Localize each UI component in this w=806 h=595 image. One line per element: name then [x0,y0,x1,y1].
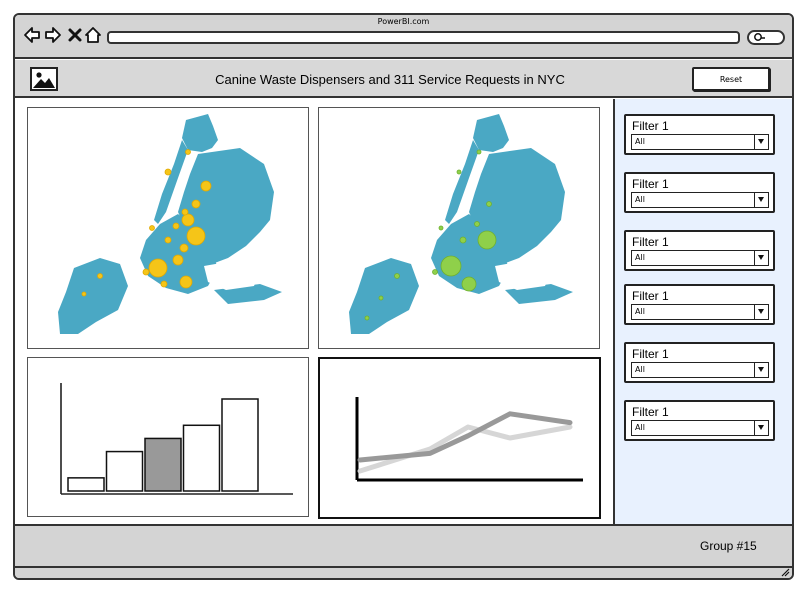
bar-chart-panel [27,357,309,517]
series-line[interactable] [357,411,573,463]
filter-value: All [635,195,645,204]
filter-value: All [635,253,645,262]
page-title: Canine Waste Dispensers and 311 Service … [215,72,565,87]
filter-card: Filter 1 All [624,114,775,155]
series-line[interactable] [357,424,573,474]
waste-dispensers-map-panel [27,107,309,349]
line-chart-panel [318,357,601,519]
filter-dropdown[interactable]: All [631,304,769,320]
filter-label: Filter 1 [632,289,669,303]
image-icon [33,72,55,88]
chevron-down-icon[interactable] [754,193,768,207]
status-bar [15,566,792,578]
forward-arrow-icon[interactable] [44,26,62,44]
bar[interactable] [221,398,259,492]
filter-label: Filter 1 [632,235,669,249]
footer [15,524,792,566]
filter-dropdown[interactable]: All [631,192,769,208]
chevron-down-icon[interactable] [754,251,768,265]
close-x-icon[interactable] [66,26,84,44]
filter-label: Filter 1 [632,177,669,191]
chevron-down-icon[interactable] [754,305,768,319]
bar[interactable] [144,437,182,492]
filter-label: Filter 1 [632,405,669,419]
bar[interactable] [182,424,221,492]
filter-dropdown[interactable]: All [631,250,769,266]
filter-card: Filter 1 All [624,284,775,325]
filter-label: Filter 1 [632,119,669,133]
filter-value: All [635,365,645,374]
logo [30,67,58,91]
app-header [15,60,792,98]
filter-card: Filter 1 All [624,342,775,383]
bar-chart[interactable] [28,358,307,515]
filter-dropdown[interactable]: All [631,420,769,436]
chevron-down-icon[interactable] [754,363,768,377]
filter-value: All [635,307,645,316]
resize-grip-icon[interactable] [780,567,790,577]
service-requests-map-panel [318,107,600,349]
filter-card: Filter 1 All [624,230,775,271]
filter-label: Filter 1 [632,347,669,361]
bar[interactable] [67,477,105,492]
filter-dropdown[interactable]: All [631,362,769,378]
chevron-down-icon[interactable] [754,421,768,435]
url-input[interactable] [107,31,740,44]
filter-value: All [635,137,645,146]
filter-value: All [635,423,645,432]
search-icon [754,33,765,41]
service-requests-map[interactable] [319,108,598,347]
reset-button[interactable]: Reset [692,67,770,91]
group-label: Group #15 [700,539,757,553]
filter-card: Filter 1 All [624,172,775,213]
line-chart[interactable] [320,359,598,516]
filter-dropdown[interactable]: All [631,134,769,150]
browser-title: PowerBI.com [377,17,430,26]
waste-dispensers-map[interactable] [28,108,307,347]
home-icon[interactable] [84,26,102,44]
bar[interactable] [105,450,144,492]
back-arrow-icon[interactable] [23,26,41,44]
search-button[interactable] [747,30,785,45]
filter-card: Filter 1 All [624,400,775,441]
chevron-down-icon[interactable] [754,135,768,149]
